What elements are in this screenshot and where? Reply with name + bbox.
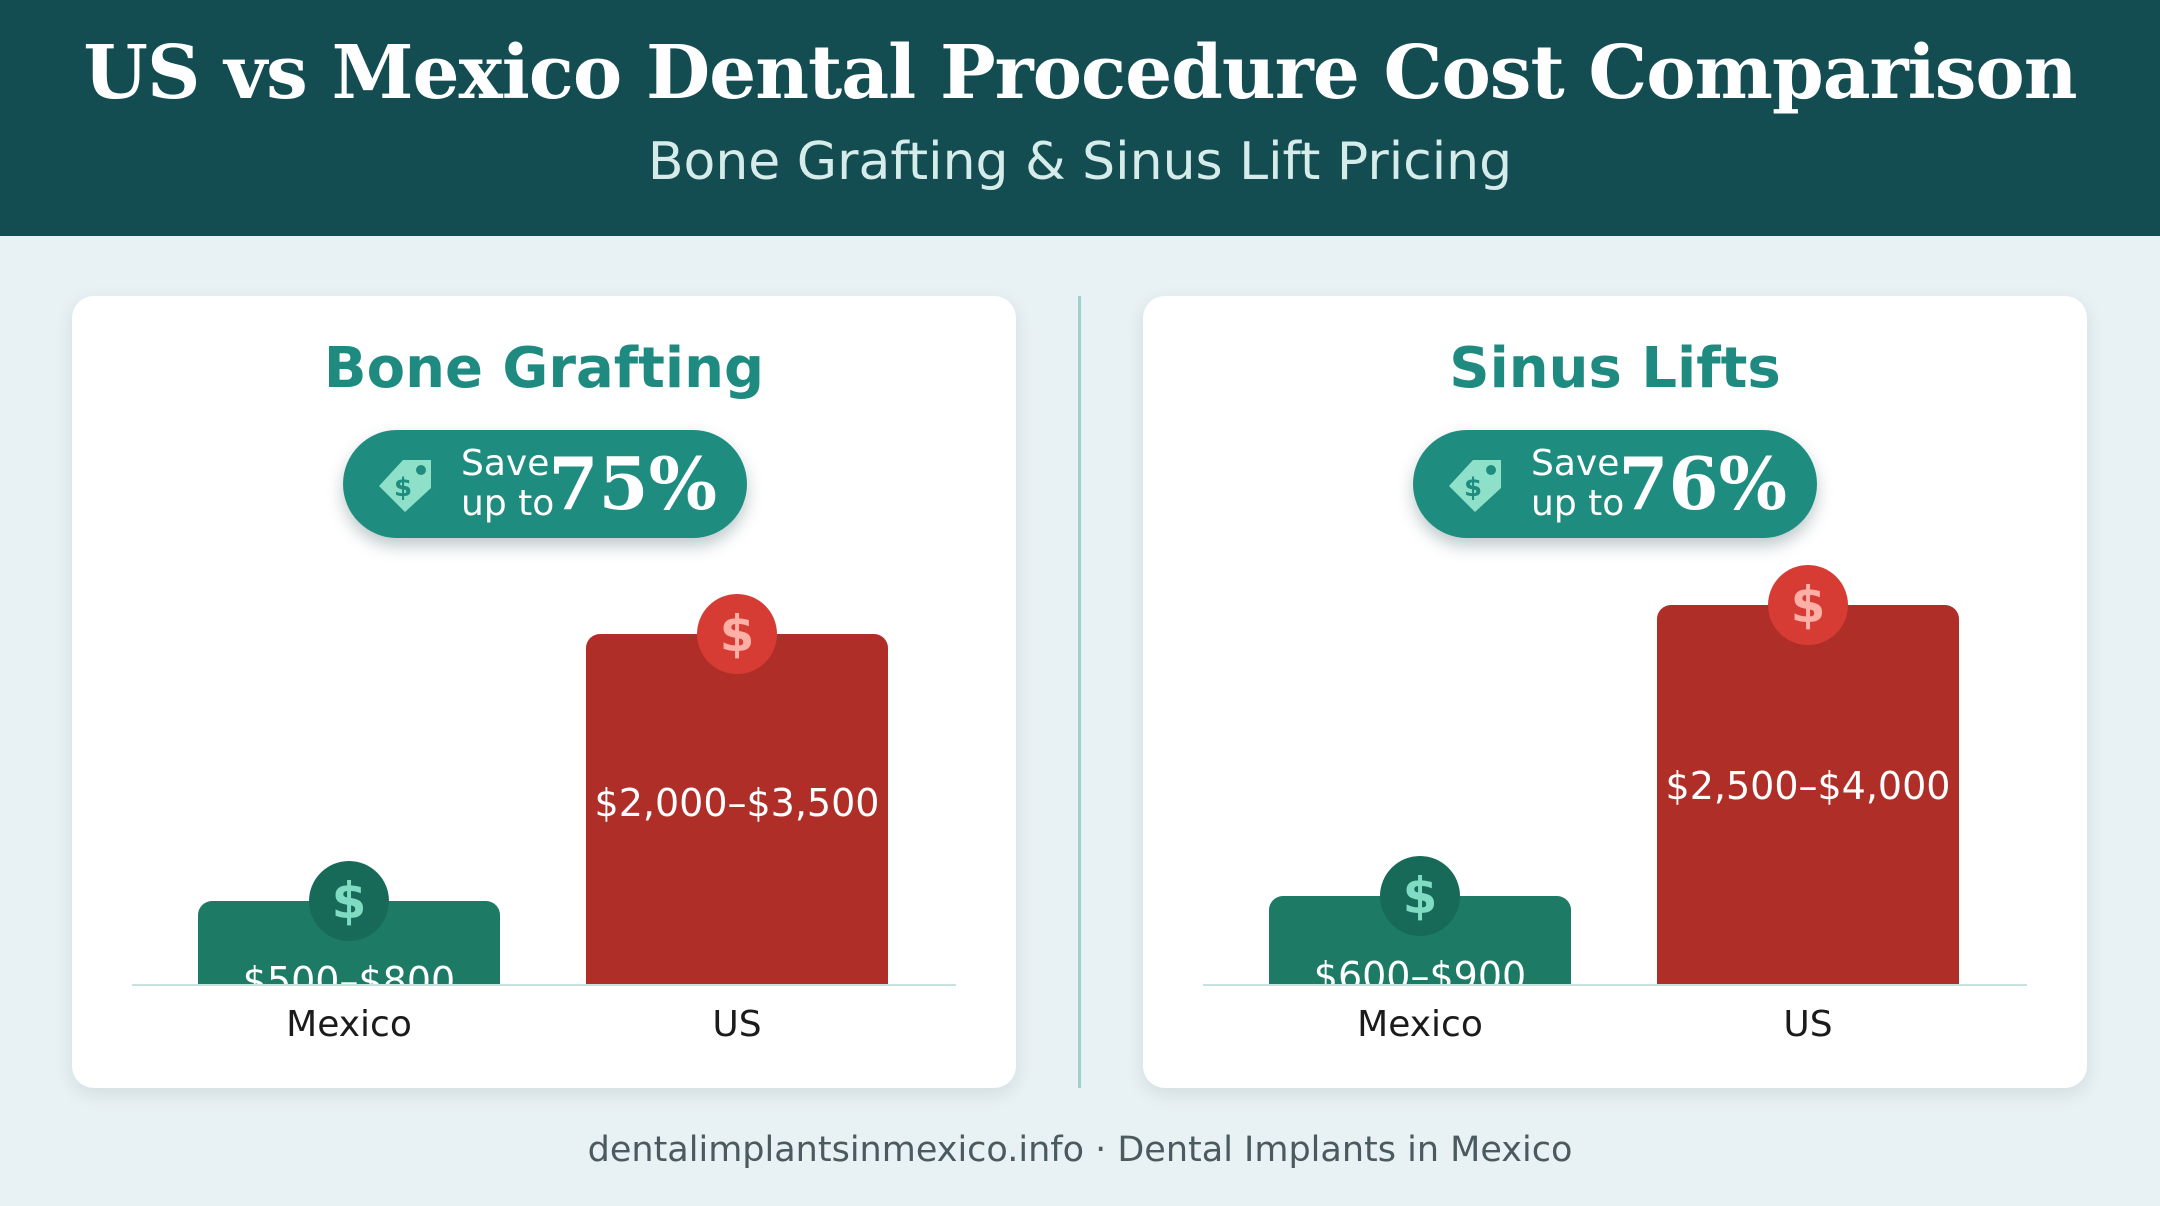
sinus-lifts-card: Sinus Lifts $ Save up to 76% $ $600–$900… [1143,296,2087,1088]
bone-grafting-card: Bone Grafting $ Save up to 75% $ $500–$8… [72,296,1016,1088]
savings-percent: 76% [1618,441,1787,526]
savings-text: Save up to [461,444,554,524]
center-divider [1078,296,1081,1088]
savings-text: Save up to [1531,444,1624,524]
bar-label-mexico: $500–$800 [242,959,456,1003]
dollar-coin-icon: $ [697,594,777,674]
dollar-coin-icon: $ [309,861,389,941]
savings-line2: up to [461,483,555,524]
category-label-mexico: Mexico [1357,1004,1483,1045]
page-title: US vs Mexico Dental Procedure Cost Compa… [83,30,2077,116]
bar-label-us: $2,000–$3,500 [594,781,880,825]
dollar-coin-icon: $ [1768,565,1848,645]
header-banner: US vs Mexico Dental Procedure Cost Compa… [0,0,2160,236]
page-subtitle: Bone Grafting & Sinus Lift Pricing [647,132,1513,192]
x-axis-baseline [1203,984,2027,986]
bar-label-us: $2,500–$4,000 [1665,764,1951,808]
savings-line1: Save [1531,443,1620,484]
savings-badge: $ Save up to 76% [1413,430,1817,538]
bar-label-mexico: $600–$900 [1313,954,1527,998]
dollar-coin-icon: $ [1380,856,1460,936]
chart-title: Bone Grafting [323,336,765,401]
svg-text:$: $ [1464,473,1482,503]
savings-badge: $ Save up to 75% [343,430,747,538]
category-label-us: US [712,1004,762,1045]
chart-title: Sinus Lifts [1449,336,1781,401]
savings-line2: up to [1531,483,1625,524]
price-tag-icon: $ [1449,460,1501,512]
x-axis-baseline [132,984,956,986]
category-label-us: US [1783,1004,1833,1045]
savings-percent: 75% [548,441,717,526]
svg-text:$: $ [394,473,412,503]
savings-line1: Save [461,443,550,484]
category-label-mexico: Mexico [286,1004,412,1045]
bar-us [1657,605,1959,984]
price-tag-icon: $ [379,460,431,512]
bar-us [586,634,888,984]
footer-credit: dentalimplantsinmexico.info · Dental Imp… [587,1130,1573,1170]
